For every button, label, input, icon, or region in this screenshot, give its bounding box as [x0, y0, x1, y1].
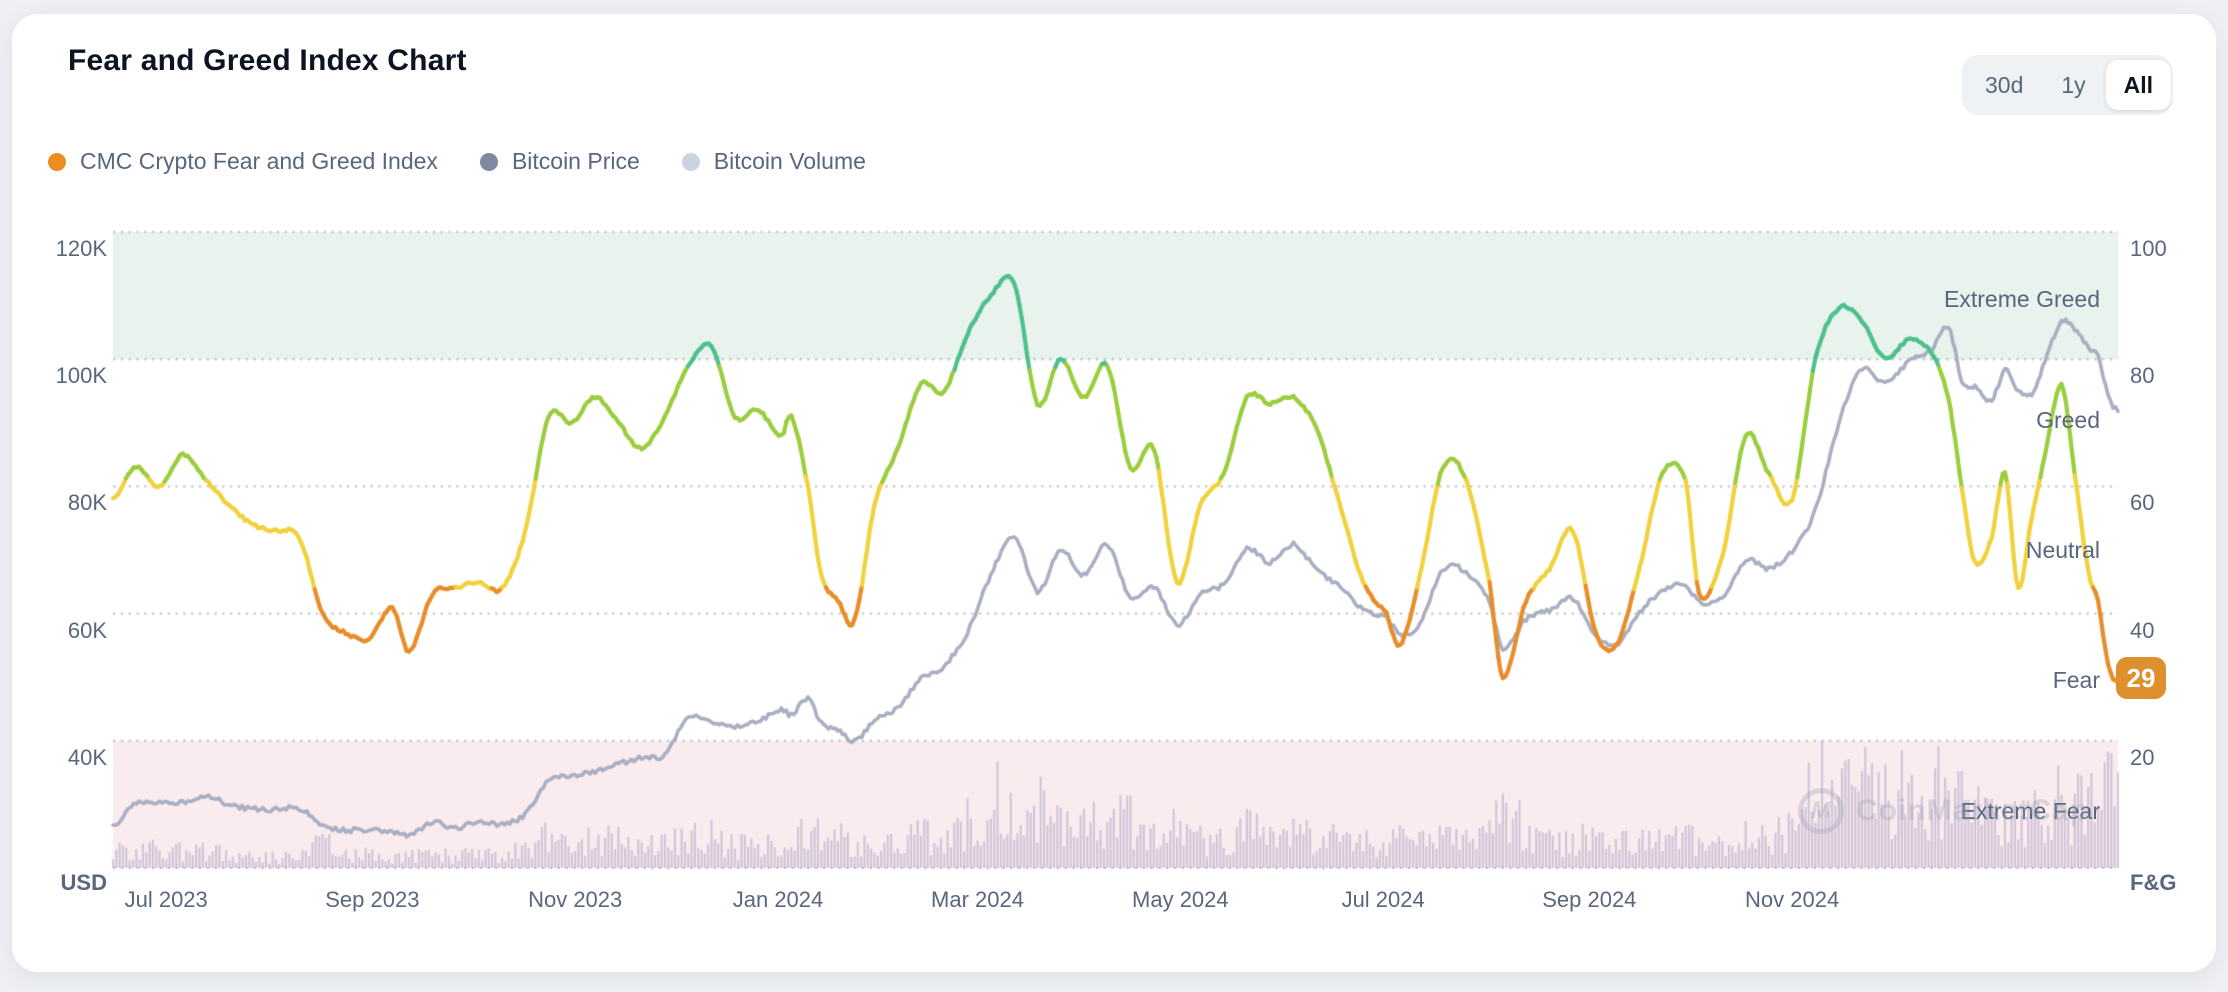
right-axis-tick: 100: [2130, 236, 2167, 261]
chart-legend: CMC Crypto Fear and Greed Index Bitcoin P…: [48, 148, 866, 175]
range-button-all[interactable]: All: [2105, 60, 2172, 110]
left-axis-tick: 40K: [67, 744, 107, 770]
x-axis-tick: Sep 2024: [1542, 887, 1637, 912]
legend-item[interactable]: CMC Crypto Fear and Greed Index: [48, 148, 438, 175]
legend-label: Bitcoin Volume: [713, 148, 866, 174]
range-button-1y[interactable]: 1y: [2043, 60, 2103, 110]
right-axis-unit-label: F&G: [2130, 870, 2177, 895]
fear-greed-chart-canvas[interactable]: [0, 180, 2228, 992]
band-label-fear: Fear: [2052, 667, 2100, 694]
x-axis-tick: Jul 2023: [124, 887, 208, 912]
range-button-30d[interactable]: 30d: [1967, 60, 2041, 110]
x-axis-tick: May 2024: [1132, 887, 1229, 912]
band-label-greed: Greed: [2036, 406, 2100, 433]
right-axis-tick: 20: [2130, 744, 2155, 770]
x-axis-tick: Nov 2024: [1745, 887, 1840, 912]
legend-dot-icon: [479, 152, 498, 171]
left-axis-tick: 100K: [55, 363, 107, 389]
x-axis-tick: Mar 2024: [931, 887, 1024, 912]
left-axis-unit-label: USD: [60, 870, 107, 895]
x-axis-tick: Sep 2023: [325, 887, 420, 912]
right-axis-tick: 60: [2130, 490, 2155, 516]
legend-label: Bitcoin Price: [511, 148, 640, 174]
left-axis-tick: 120K: [55, 236, 107, 261]
band-label-extreme-fear: Extreme Fear: [1960, 797, 2100, 824]
x-axis-tick: Nov 2023: [528, 887, 623, 912]
time-range-selector: 30d 1y All: [1962, 55, 2172, 115]
legend-dot-icon: [681, 152, 700, 171]
legend-dot-icon: [48, 152, 66, 171]
right-axis-tick: 80: [2130, 363, 2155, 389]
right-axis-tick: 40: [2130, 617, 2155, 643]
legend-item[interactable]: Bitcoin Price: [479, 148, 640, 175]
x-axis-tick: Jul 2024: [1341, 887, 1425, 912]
legend-item[interactable]: Bitcoin Volume: [681, 148, 866, 175]
page-title: Fear and Greed Index Chart: [68, 44, 467, 77]
band-label-neutral: Neutral: [2025, 537, 2100, 563]
x-axis-tick: Jan 2024: [732, 887, 824, 912]
legend-label: CMC Crypto Fear and Greed Index: [80, 148, 438, 174]
band-label-extreme-greed: Extreme Greed: [1944, 285, 2100, 312]
left-axis-tick: 60K: [67, 617, 107, 643]
current-fgi-value-badge: 29: [2116, 657, 2166, 699]
left-axis-tick: 80K: [67, 490, 107, 516]
